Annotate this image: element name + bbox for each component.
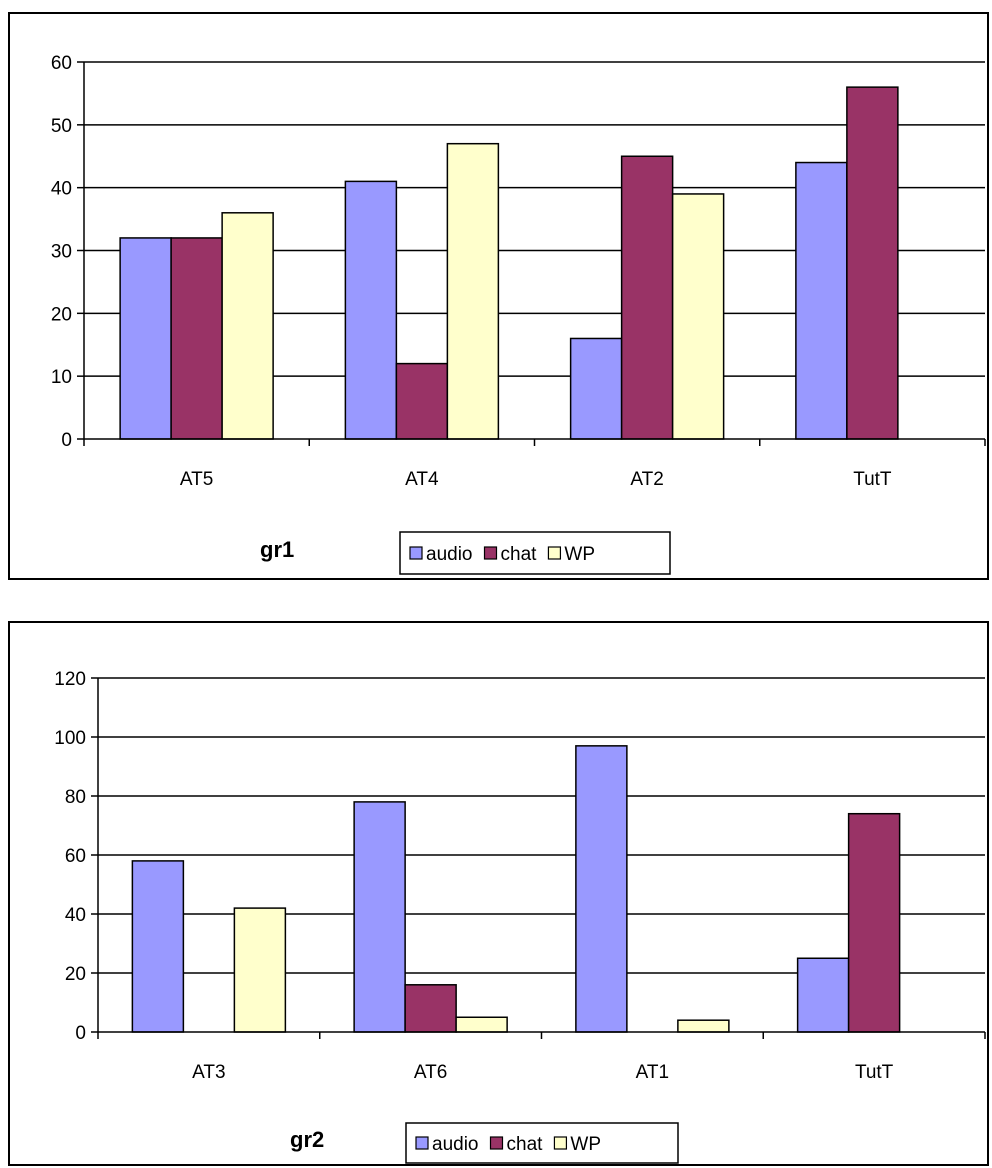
y-tick-label: 40 xyxy=(51,179,72,200)
bar-wp-at4 xyxy=(446,142,500,440)
bar-audio-at5 xyxy=(119,237,172,440)
legend-swatch-audio xyxy=(409,546,423,560)
bar-chat-at6 xyxy=(404,984,457,1033)
legend xyxy=(399,531,671,575)
chart-title: gr1 xyxy=(260,537,294,562)
bar-audio-tutt xyxy=(796,957,850,1033)
legend-swatch-audio xyxy=(415,1136,429,1150)
y-tick-label: 10 xyxy=(51,367,72,388)
legend-label-chat: chat xyxy=(507,1134,544,1155)
y-tick-label: 80 xyxy=(65,787,86,808)
bar-audio-at6 xyxy=(353,801,406,1033)
bar-chat-at4 xyxy=(395,362,449,440)
bar-audio-at4 xyxy=(344,180,398,440)
legend-swatch-wp xyxy=(553,1136,568,1150)
y-tick-label: 120 xyxy=(54,669,86,690)
y-tick-label: 20 xyxy=(51,304,72,325)
legend-label-chat: chat xyxy=(501,544,538,565)
y-tick-label: 40 xyxy=(65,905,86,926)
legend xyxy=(405,1122,679,1164)
x-category-label: TutT xyxy=(855,1062,894,1083)
x-category-label: AT5 xyxy=(180,469,213,490)
x-category-label: AT6 xyxy=(414,1062,447,1083)
y-tick-label: 0 xyxy=(75,1023,86,1044)
bar-chat-at2 xyxy=(620,155,674,440)
x-category-label: TutT xyxy=(853,469,892,490)
legend-swatch-chat xyxy=(483,546,498,560)
chart-panel-gr1: 0 10 20 30 40 50 60 AT5 AT4 AT2 TutT gr1 audio chat WP xyxy=(8,12,989,580)
x-category-label: AT1 xyxy=(636,1062,669,1083)
y-tick-label: 0 xyxy=(61,430,72,451)
bar-wp-at1 xyxy=(677,1019,730,1033)
chart-title: gr2 xyxy=(290,1127,324,1152)
y-tick-label: 30 xyxy=(51,242,72,263)
bar-audio-tutt xyxy=(795,161,848,440)
bar-audio-at3 xyxy=(131,860,185,1033)
y-tick-label: 100 xyxy=(54,728,86,749)
y-tick-label: 20 xyxy=(65,964,86,985)
legend-label-audio: audio xyxy=(426,544,473,565)
bar-chat-tutt xyxy=(846,86,899,440)
bar-audio-at1 xyxy=(575,745,628,1033)
bar-audio-at2 xyxy=(569,337,623,440)
bar-wp-at3 xyxy=(233,907,287,1033)
y-tick-label: 50 xyxy=(51,116,72,137)
bar-wp-at5 xyxy=(221,212,274,440)
y-tick-label: 60 xyxy=(65,846,86,867)
legend-label-audio: audio xyxy=(432,1134,479,1155)
legend-label-wp: WP xyxy=(564,544,595,565)
x-category-label: AT4 xyxy=(405,469,439,490)
chart-gr2: 0 20 40 60 80 100 120 AT3 AT6 AT1 TutT gr2 audio chat… xyxy=(54,669,986,1164)
bar-wp-at2 xyxy=(671,193,725,440)
x-category-label: AT2 xyxy=(630,469,663,490)
legend-label-wp: WP xyxy=(570,1134,601,1155)
bar-chat-at5 xyxy=(170,237,223,440)
legend-swatch-wp xyxy=(547,546,562,560)
y-tick-label: 60 xyxy=(51,53,72,74)
bar-chat-tutt xyxy=(847,812,901,1033)
x-category-label: AT3 xyxy=(192,1062,225,1083)
legend-swatch-chat xyxy=(489,1136,504,1150)
chart-panel-gr2: 0 20 40 60 80 100 120 AT3 AT6 AT1 TutT gr2 audio chat… xyxy=(8,621,989,1166)
chart-gr1: 0 10 20 30 40 50 60 AT5 AT4 AT2 TutT gr1 audio chat WP xyxy=(51,53,986,575)
bar-wp-at6 xyxy=(455,1016,508,1033)
